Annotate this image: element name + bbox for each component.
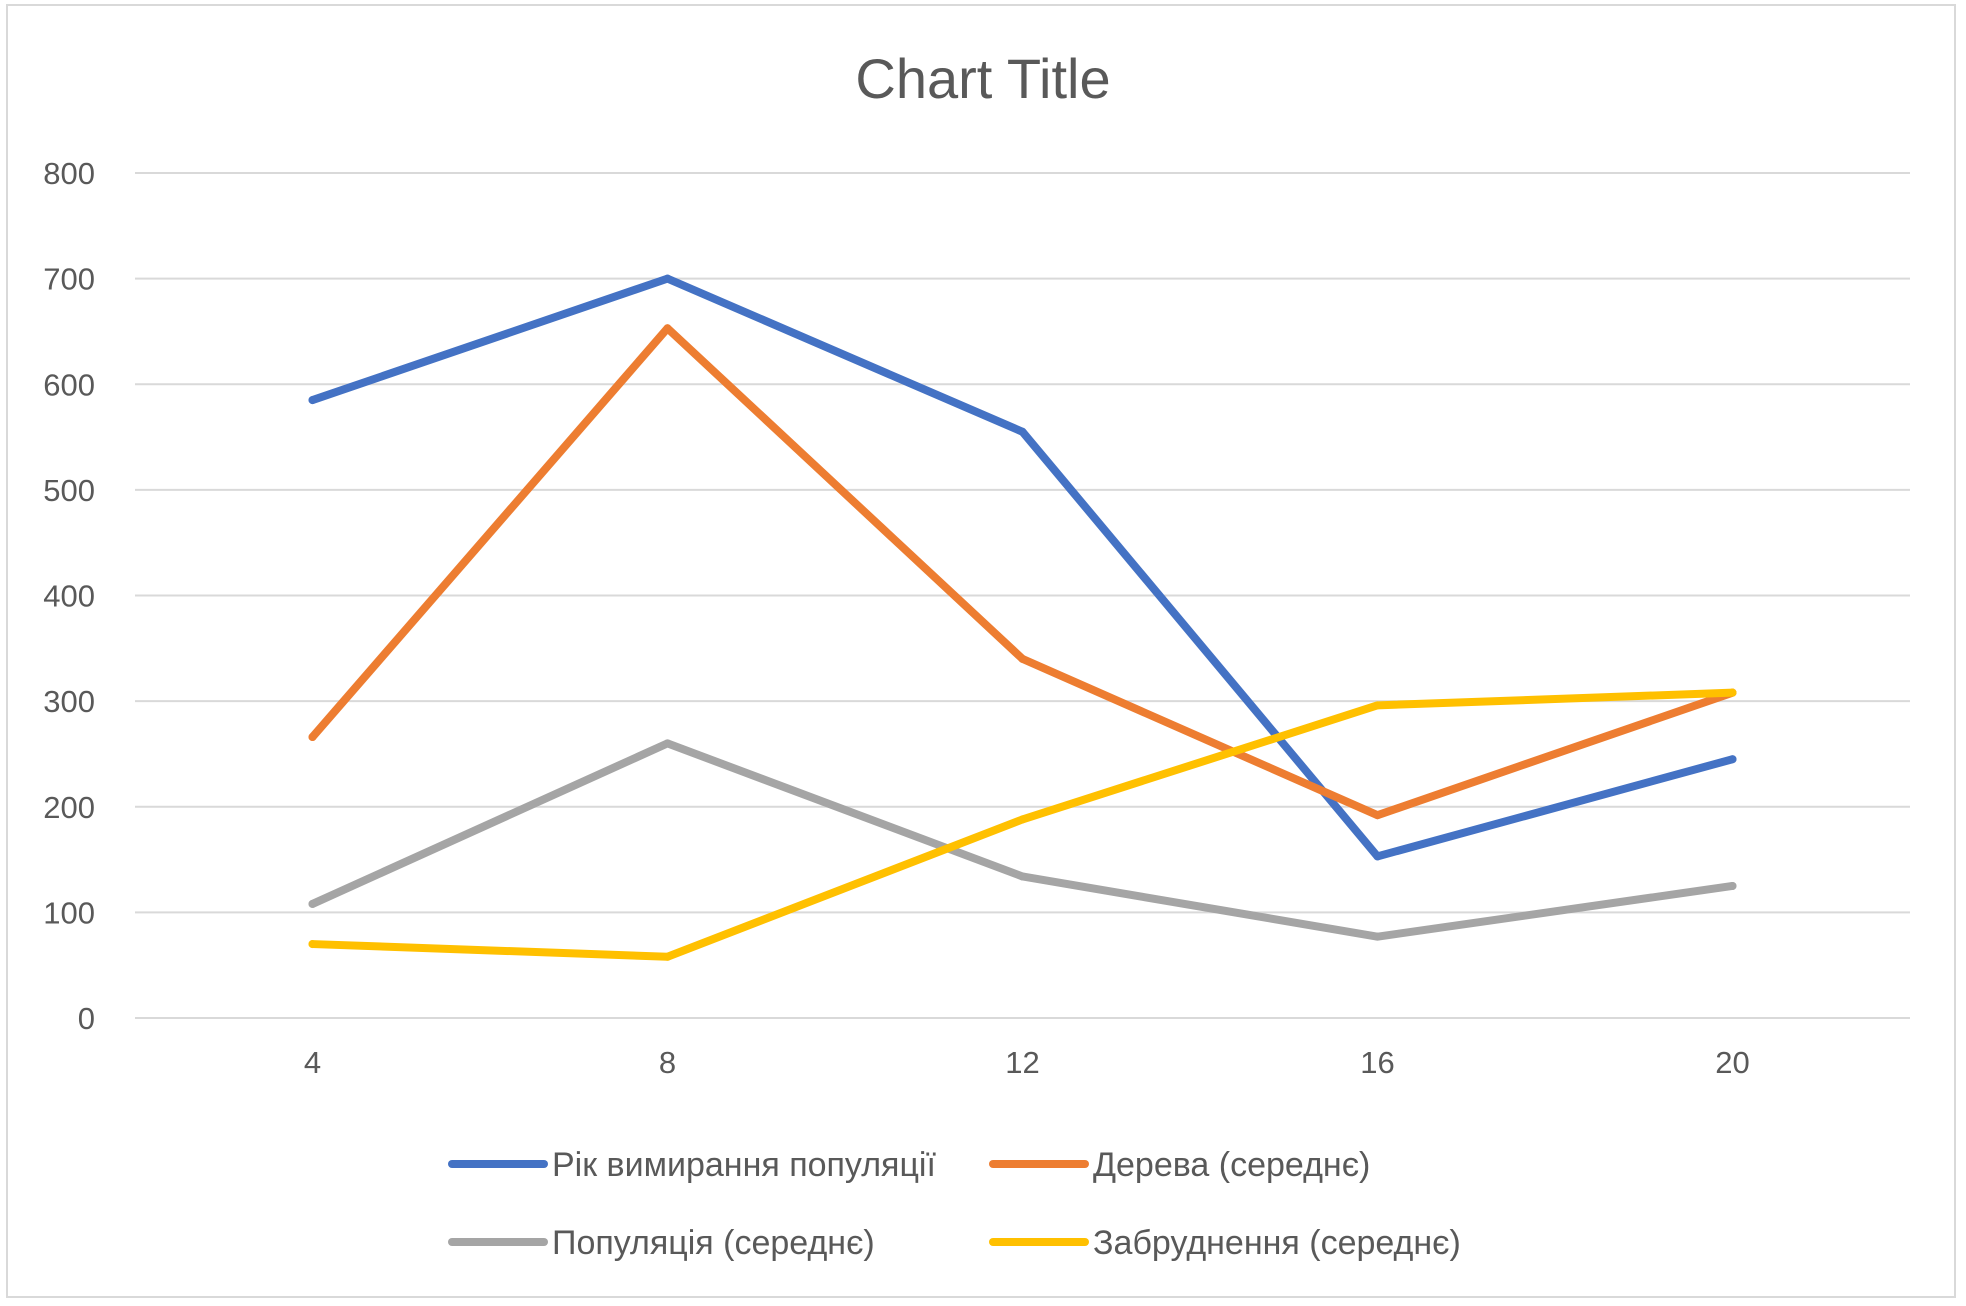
data-point: [308, 940, 317, 949]
legend-label: Популяція (середнє): [552, 1224, 875, 1262]
y-tick-label: 600: [43, 367, 95, 402]
y-tick-label: 800: [43, 156, 95, 191]
data-point: [1018, 427, 1027, 436]
legend-item: Популяція (середнє): [448, 1224, 875, 1262]
series-lines: [308, 274, 1737, 961]
data-point: [663, 739, 672, 748]
data-point: [1728, 755, 1737, 764]
data-point: [1373, 852, 1382, 861]
legend-label: Дерева (середнє): [1093, 1146, 1370, 1184]
data-point: [1018, 654, 1027, 663]
data-point: [308, 396, 317, 405]
x-tick-label: 20: [1715, 1045, 1749, 1080]
data-point: [663, 274, 672, 283]
legend-label: Рік вимирання популяції: [552, 1146, 936, 1184]
legend-item: Дерева (середнє): [989, 1146, 1370, 1184]
x-axis-tick-labels: 4 8 12 16 20: [304, 1045, 1750, 1080]
data-point: [1373, 701, 1382, 710]
x-tick-label: 4: [304, 1045, 321, 1080]
series-line-3: [308, 739, 1737, 941]
data-point: [308, 899, 317, 908]
x-tick-label: 12: [1005, 1045, 1039, 1080]
gridlines: [135, 172, 1910, 1019]
data-point: [1373, 932, 1382, 941]
y-tick-label: 500: [43, 473, 95, 508]
y-tick-label: 300: [43, 684, 95, 719]
legend-label: Забруднення (середнє): [1093, 1224, 1461, 1262]
legend-item: Забруднення (середнє): [989, 1224, 1461, 1262]
data-point: [1018, 815, 1027, 824]
series-line-2: [308, 324, 1737, 820]
data-point: [1018, 872, 1027, 881]
y-tick-label: 700: [43, 262, 95, 297]
data-point: [1373, 811, 1382, 820]
data-point: [1728, 688, 1737, 697]
data-point: [663, 952, 672, 961]
chart-frame: [6, 4, 1956, 1298]
y-tick-label: 400: [43, 579, 95, 614]
y-tick-label: 0: [78, 1001, 95, 1036]
chart-title: Chart Title: [855, 47, 1110, 110]
data-point: [1728, 881, 1737, 890]
y-tick-label: 200: [43, 790, 95, 825]
legend: Рік вимирання популяції Дерева (середнє) П…: [448, 1146, 1461, 1262]
x-tick-label: 8: [659, 1045, 676, 1080]
y-axis-tick-labels: 0 100 200 300 400 500 600 700 800: [43, 156, 95, 1036]
data-point: [308, 733, 317, 742]
y-tick-label: 100: [43, 895, 95, 930]
legend-item: Рік вимирання популяції: [448, 1146, 936, 1184]
data-point: [663, 324, 672, 333]
x-tick-label: 16: [1360, 1045, 1394, 1080]
